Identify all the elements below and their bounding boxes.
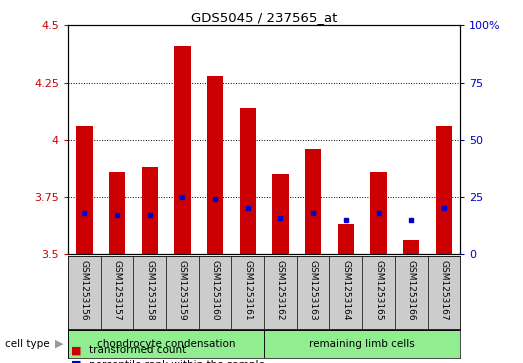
Text: ▶: ▶ bbox=[55, 339, 63, 349]
Text: chondrocyte condensation: chondrocyte condensation bbox=[97, 339, 235, 349]
Bar bbox=[207, 76, 223, 254]
Bar bbox=[142, 167, 158, 254]
Text: GSM1253167: GSM1253167 bbox=[439, 260, 448, 320]
Text: GSM1253158: GSM1253158 bbox=[145, 260, 154, 320]
Text: remaining limb cells: remaining limb cells bbox=[309, 339, 415, 349]
Text: ■: ■ bbox=[71, 345, 81, 355]
Text: GSM1253156: GSM1253156 bbox=[80, 260, 89, 320]
Bar bbox=[240, 108, 256, 254]
Bar bbox=[338, 224, 354, 254]
Bar bbox=[305, 149, 321, 254]
Bar bbox=[109, 172, 125, 254]
Text: cell type: cell type bbox=[5, 339, 50, 349]
Text: GSM1253159: GSM1253159 bbox=[178, 260, 187, 320]
Text: GSM1253162: GSM1253162 bbox=[276, 260, 285, 320]
Bar bbox=[76, 126, 93, 254]
Bar bbox=[264, 330, 460, 358]
Text: transformed count: transformed count bbox=[89, 345, 186, 355]
Bar bbox=[370, 172, 386, 254]
Text: GSM1253161: GSM1253161 bbox=[243, 260, 252, 320]
Text: GSM1253164: GSM1253164 bbox=[342, 260, 350, 320]
Text: GSM1253163: GSM1253163 bbox=[309, 260, 317, 320]
Bar bbox=[68, 330, 264, 358]
Bar bbox=[272, 174, 289, 254]
Bar bbox=[174, 46, 190, 254]
Text: GSM1253166: GSM1253166 bbox=[407, 260, 416, 320]
Text: GSM1253165: GSM1253165 bbox=[374, 260, 383, 320]
Text: GSM1253157: GSM1253157 bbox=[112, 260, 121, 320]
Title: GDS5045 / 237565_at: GDS5045 / 237565_at bbox=[191, 11, 337, 24]
Text: GSM1253160: GSM1253160 bbox=[211, 260, 220, 320]
Bar bbox=[403, 240, 419, 254]
Text: percentile rank within the sample: percentile rank within the sample bbox=[89, 360, 265, 363]
Text: ■: ■ bbox=[71, 360, 81, 363]
Bar bbox=[436, 126, 452, 254]
